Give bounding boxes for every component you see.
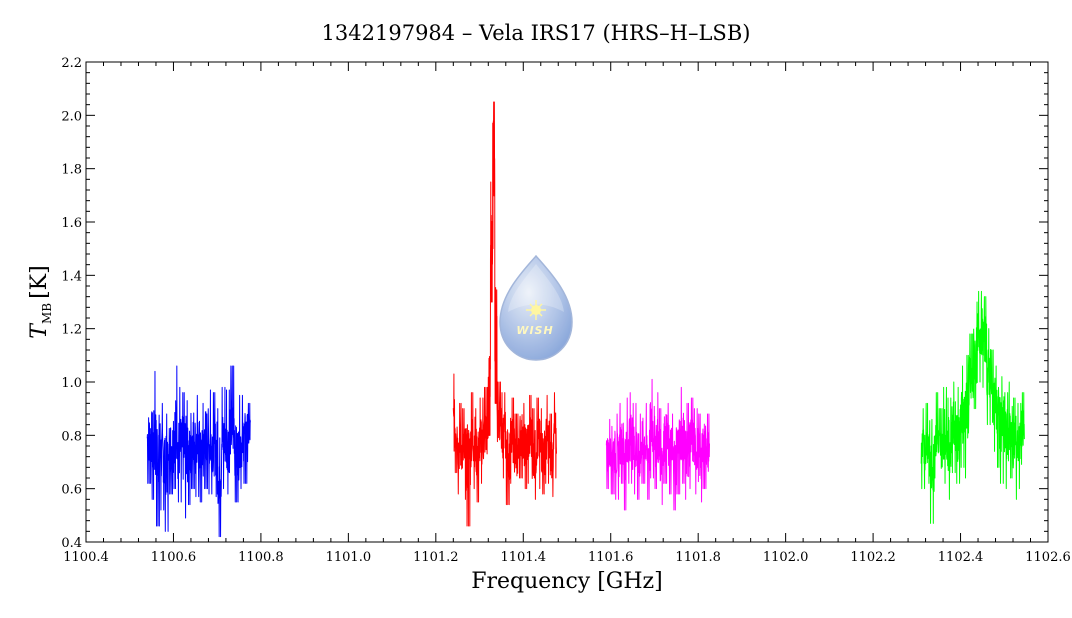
y-tick-label: 0.6 [61, 483, 82, 498]
y-tick-label: 1.2 [61, 323, 82, 338]
logo-label: WISH [516, 324, 553, 337]
y-tick-label: 0.8 [61, 429, 82, 444]
y-axis-symbol: T [27, 322, 52, 339]
x-tick-label: 1102.6 [1025, 550, 1071, 565]
x-tick-label: 1100.8 [238, 550, 284, 565]
y-tick-label: 2.0 [61, 109, 82, 124]
x-tick-label: 1101.2 [413, 550, 459, 565]
spectrum-series [146, 101, 1025, 538]
x-tick-label: 1101.8 [675, 550, 721, 565]
plot-frame [85, 61, 1049, 543]
y-tick-labels: 0.4 0.6 0.8 1.0 1.2 1.4 1.6 1.8 2.0 2.2 [61, 56, 82, 551]
x-tick-labels: 1100.4 1100.6 1100.8 1101.0 1101.2 1101.4 1101… [63, 550, 1071, 565]
y-tick-label: 2.2 [61, 56, 82, 71]
star-icon [526, 300, 546, 320]
series-line-1 [146, 365, 251, 538]
series-line-2 [452, 101, 557, 527]
x-tick-label: 1100.6 [151, 550, 197, 565]
wish-logo: WISH [499, 254, 573, 361]
y-tick-label: 0.4 [61, 536, 82, 551]
x-tick-label: 1102.2 [850, 550, 896, 565]
y-tick-label: 1.8 [61, 163, 82, 178]
y-axis-title: TMB [K] [27, 265, 54, 338]
x-tick-label: 1101.6 [588, 550, 634, 565]
y-tick-label: 1.0 [61, 376, 82, 391]
y-axis-subscript: MB [40, 303, 54, 324]
series-line-3 [605, 378, 711, 511]
x-tick-label: 1100.4 [63, 550, 109, 565]
y-tick-label: 1.6 [61, 216, 82, 231]
x-tick-label: 1101.0 [326, 550, 372, 565]
x-tick-label: 1102.0 [763, 550, 809, 565]
series-line-4 [920, 290, 1025, 524]
x-tick-label: 1101.4 [501, 550, 547, 565]
chart-title: 1342197984 – Vela IRS17 (HRS–H–LSB) [322, 21, 751, 45]
y-tick-label: 1.4 [61, 269, 82, 284]
svg-text:TMB[K]: TMB [K] [27, 265, 54, 338]
x-axis-title: Frequency [GHz] [471, 569, 663, 594]
axis-ticks [85, 61, 1049, 543]
y-axis-unit: [K] [27, 265, 52, 299]
x-tick-label: 1102.4 [938, 550, 984, 565]
